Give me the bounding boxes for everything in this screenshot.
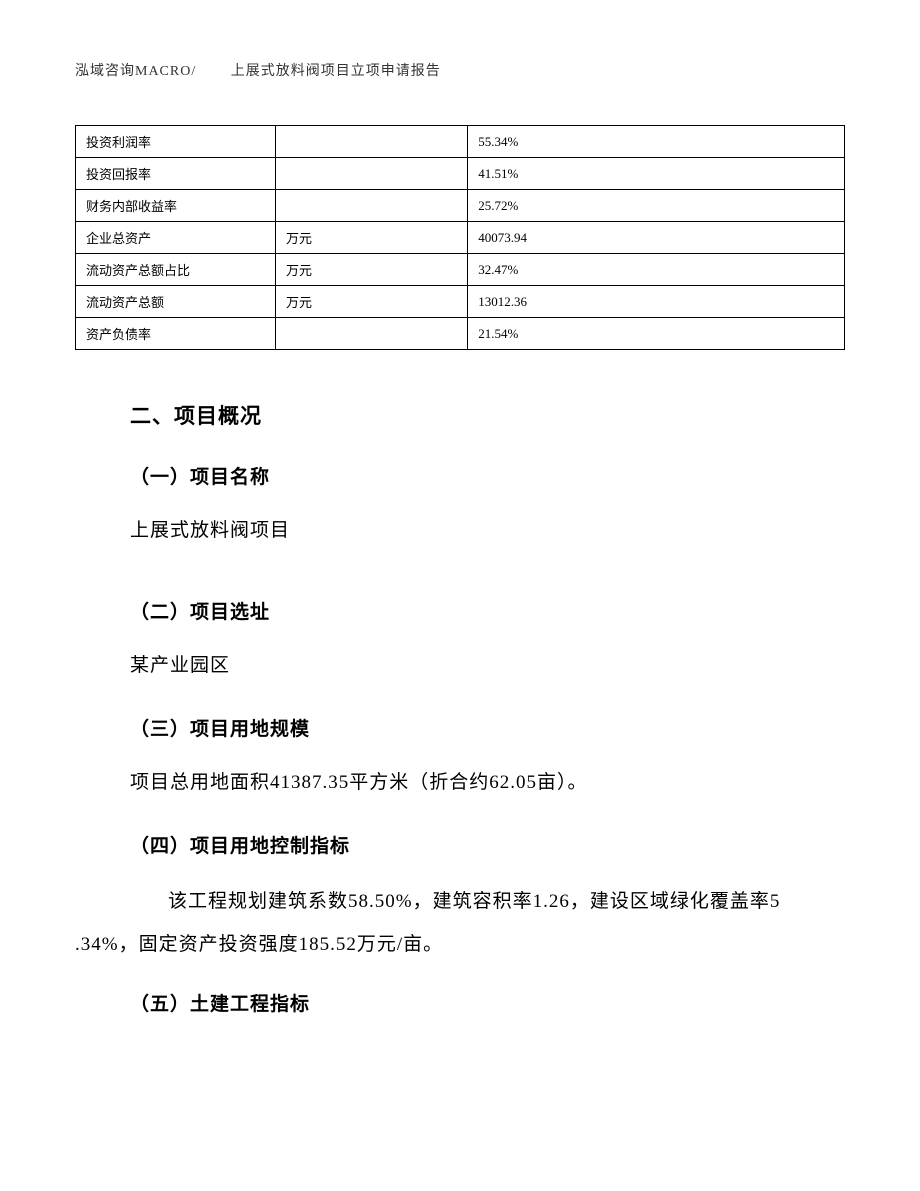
table-row: 财务内部收益率 25.72%	[76, 190, 845, 222]
subsection-title-name: （一）项目名称	[130, 462, 825, 489]
table-cell-unit: 万元	[275, 286, 467, 318]
land-control-line2: .34%，固定资产投资强度185.52万元/亩。	[75, 923, 825, 967]
land-control-text: 该工程规划建筑系数58.50%，建筑容积率1.26，建设区域绿化覆盖率5 .34…	[130, 880, 825, 967]
project-location-text: 某产业园区	[130, 646, 825, 686]
table-cell-label: 资产负债率	[76, 318, 276, 350]
table-cell-unit: 万元	[275, 254, 467, 286]
subsection-title-location: （二）项目选址	[130, 597, 825, 624]
page-header: 泓域咨询MACRO/ 上展式放料阀项目立项申请报告	[75, 60, 845, 80]
table-cell-unit	[275, 126, 467, 158]
table-row: 流动资产总额占比万元32.47%	[76, 254, 845, 286]
subsection-title-land-control: （四）项目用地控制指标	[130, 831, 825, 858]
table-cell-unit	[275, 158, 467, 190]
table-row: 投资回报率 41.51%	[76, 158, 845, 190]
subsection-title-land-scale: （三）项目用地规模	[130, 714, 825, 741]
table-cell-unit: 万元	[275, 222, 467, 254]
subsection-title-civil-works: （五）土建工程指标	[130, 989, 825, 1016]
table-cell-label: 财务内部收益率	[76, 190, 276, 222]
table-cell-label: 流动资产总额	[76, 286, 276, 318]
table-row: 投资利润率 55.34%	[76, 126, 845, 158]
land-scale-text: 项目总用地面积41387.35平方米（折合约62.05亩）。	[130, 763, 825, 803]
table-cell-value: 21.54%	[468, 318, 845, 350]
header-doc-title: 上展式放料阀项目立项申请报告	[231, 64, 441, 79]
project-name-text: 上展式放料阀项目	[130, 511, 825, 551]
header-company: 泓域咨询MACRO/	[75, 64, 196, 79]
table-row: 资产负债率 21.54%	[76, 318, 845, 350]
table-cell-unit	[275, 190, 467, 222]
financial-indicators-table: 投资利润率55.34%投资回报率41.51%财务内部收益率25.72%企业总资产…	[75, 125, 845, 350]
table-cell-unit	[275, 318, 467, 350]
table-cell-value: 41.51%	[468, 158, 845, 190]
table-cell-label: 流动资产总额占比	[76, 254, 276, 286]
table-row: 流动资产总额万元13012.36	[76, 286, 845, 318]
table-cell-value: 13012.36	[468, 286, 845, 318]
table-cell-value: 32.47%	[468, 254, 845, 286]
table-row: 企业总资产万元40073.94	[76, 222, 845, 254]
table-cell-label: 投资利润率	[76, 126, 276, 158]
table-cell-label: 企业总资产	[76, 222, 276, 254]
table-cell-value: 55.34%	[468, 126, 845, 158]
section-title-overview: 二、项目概况	[130, 400, 825, 430]
content-area: 二、项目概况 （一）项目名称 上展式放料阀项目 （二）项目选址 某产业园区 （三…	[75, 400, 845, 1016]
table-cell-value: 25.72%	[468, 190, 845, 222]
table-cell-value: 40073.94	[468, 222, 845, 254]
land-control-line1: 该工程规划建筑系数58.50%，建筑容积率1.26，建设区域绿化覆盖率5	[130, 880, 825, 924]
table-cell-label: 投资回报率	[76, 158, 276, 190]
